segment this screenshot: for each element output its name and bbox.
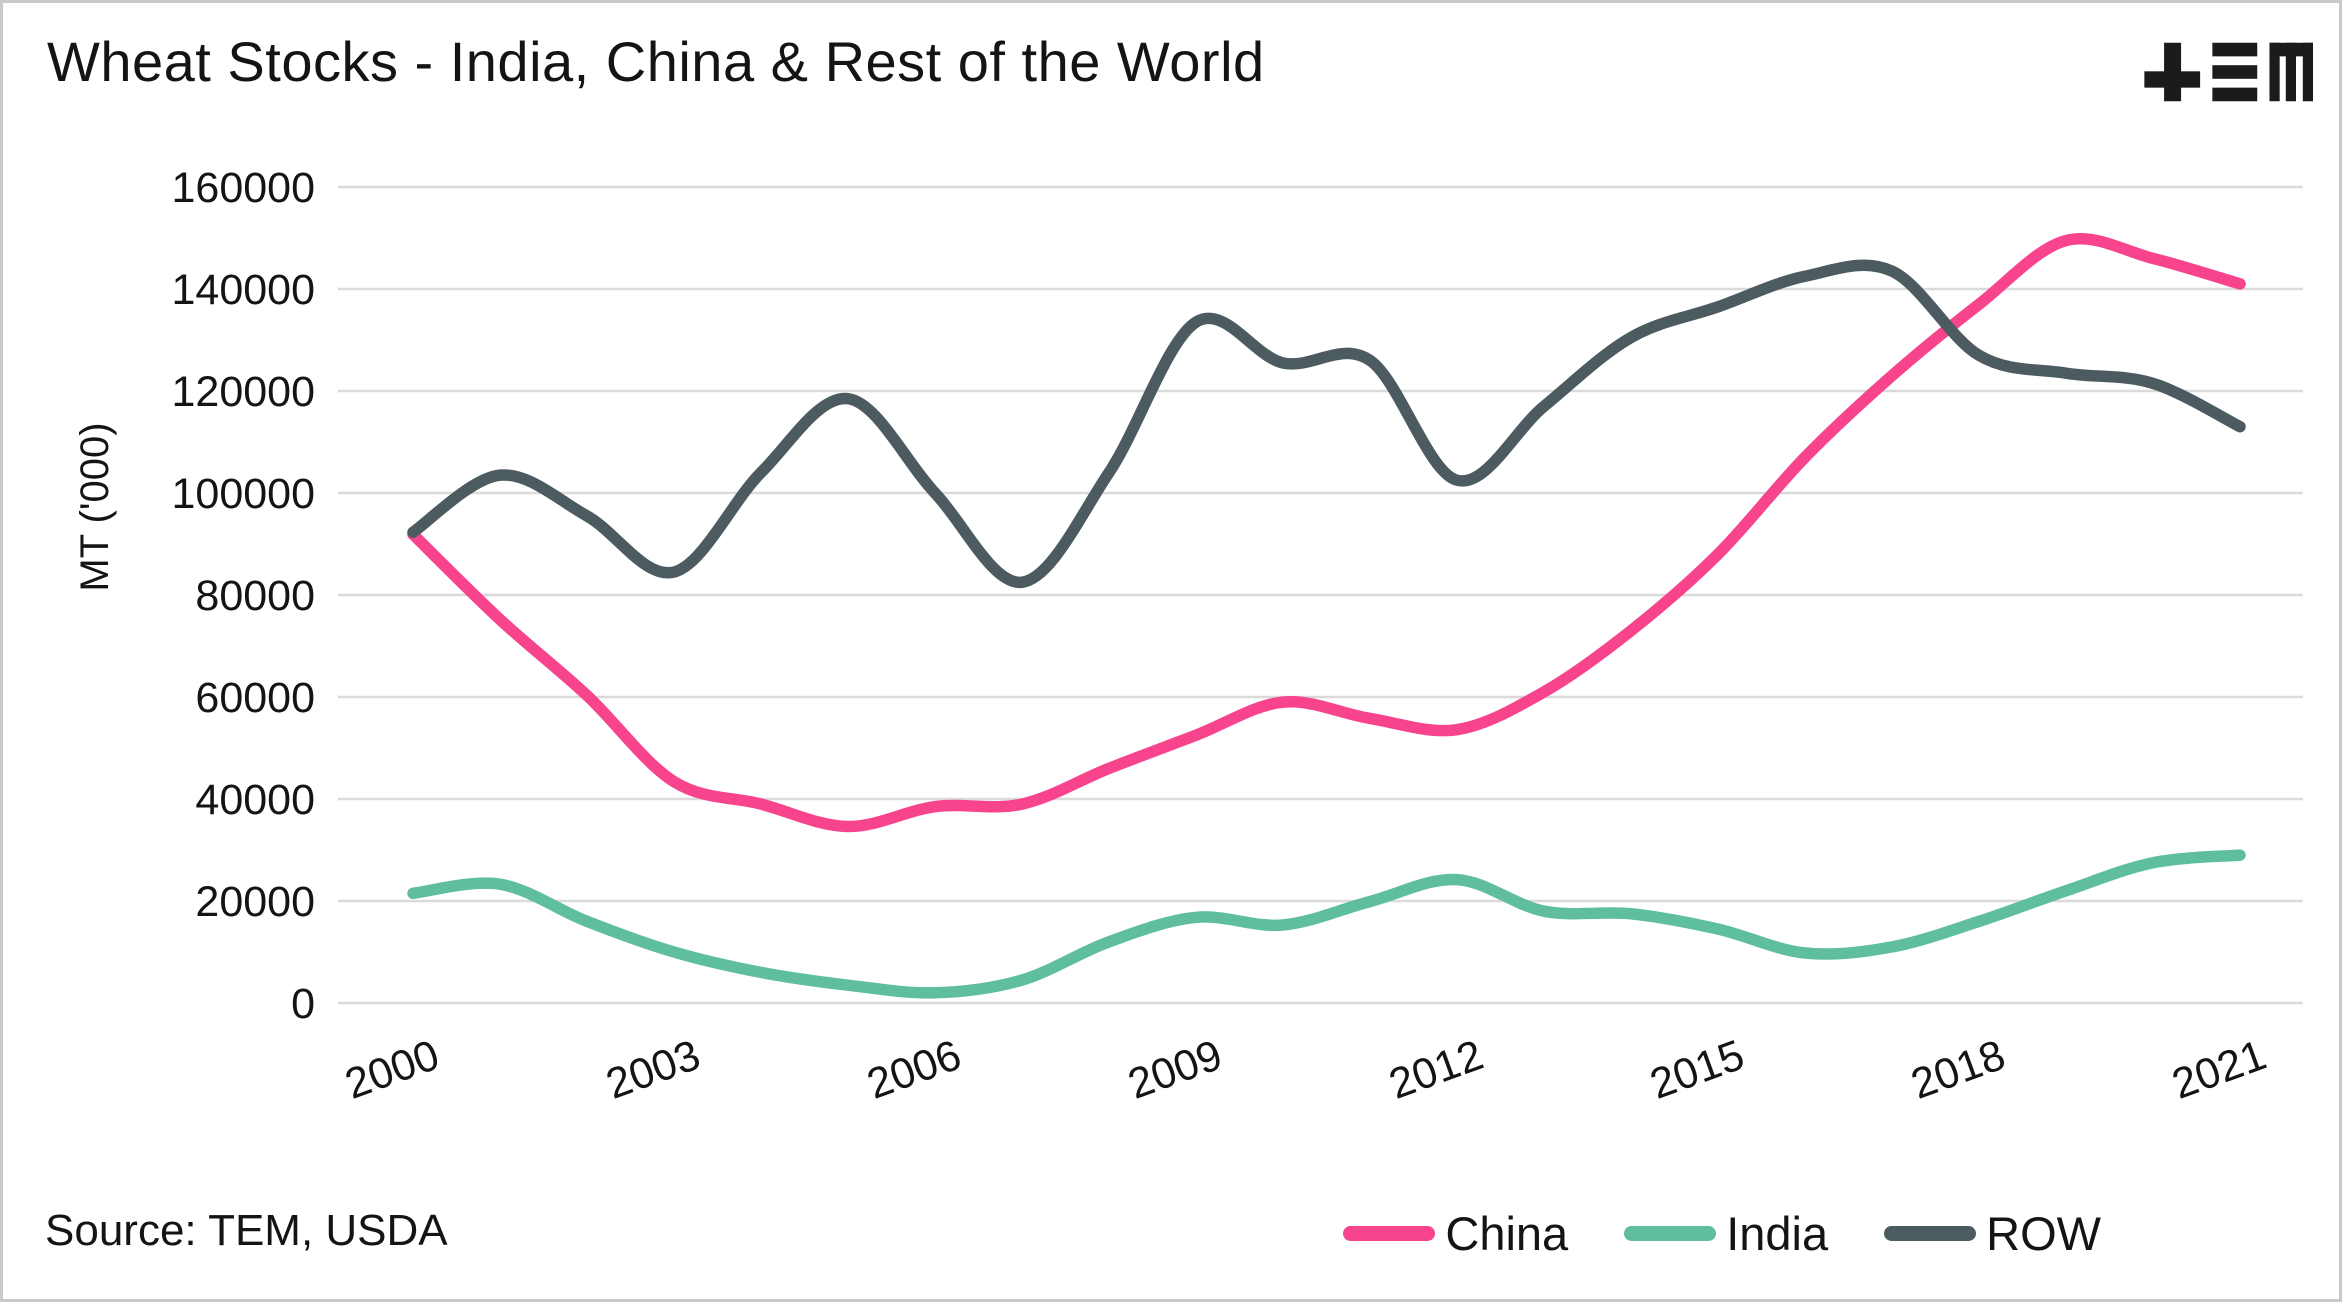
chart-svg: 0 20000 40000 60000 80000 100000 120000 140000 1… [172, 164, 2303, 1109]
tem-logo [2144, 42, 2313, 102]
svg-text:160000: 160000 [172, 164, 316, 212]
svg-text:2021: 2021 [2166, 1031, 2272, 1109]
legend: China India ROW [1343, 1206, 2101, 1261]
legend-swatch-row [1884, 1226, 1977, 1241]
svg-text:80000: 80000 [195, 572, 315, 620]
legend-item-row: ROW [1884, 1206, 2101, 1261]
legend-swatch-china [1343, 1226, 1436, 1241]
svg-text:0: 0 [291, 980, 315, 1028]
legend-item-india: India [1624, 1206, 1828, 1261]
svg-text:2000: 2000 [339, 1031, 445, 1109]
svg-text:120000: 120000 [172, 368, 316, 416]
source-text: Source: TEM, USDA [45, 1206, 448, 1255]
legend-label-china: China [1445, 1207, 1569, 1260]
svg-text:2018: 2018 [1905, 1031, 2011, 1109]
svg-text:140000: 140000 [172, 266, 316, 314]
svg-text:2012: 2012 [1383, 1031, 1489, 1109]
svg-text:100000: 100000 [172, 470, 316, 518]
legend-label-india: India [1726, 1207, 1829, 1260]
svg-text:2009: 2009 [1122, 1031, 1228, 1109]
svg-text:2015: 2015 [1644, 1031, 1750, 1109]
svg-text:60000: 60000 [195, 674, 315, 722]
svg-text:2003: 2003 [600, 1031, 706, 1109]
page-title: Wheat Stocks - India, China & Rest of th… [47, 30, 1265, 93]
svg-text:40000: 40000 [195, 776, 315, 824]
svg-text:20000: 20000 [195, 878, 315, 926]
legend-swatch-india [1624, 1226, 1717, 1241]
legend-label-row: ROW [1986, 1207, 2101, 1260]
legend-item-china: China [1343, 1206, 1568, 1261]
svg-text:2006: 2006 [861, 1031, 967, 1109]
